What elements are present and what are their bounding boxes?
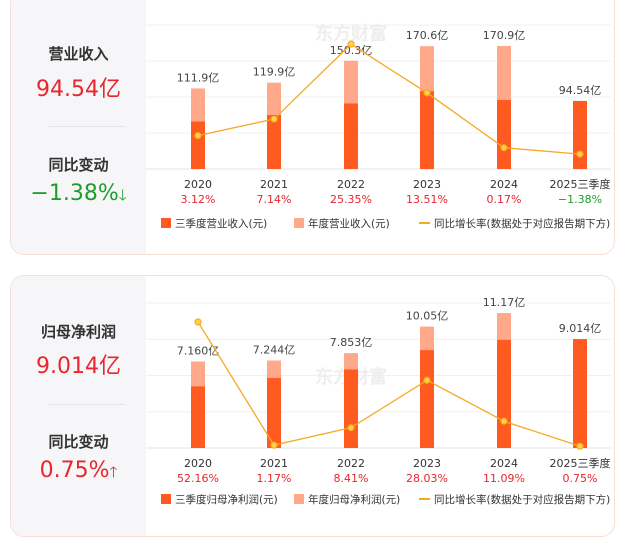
profit-change-value: 0.75% [39, 458, 110, 483]
year-label: 2021 [260, 178, 288, 191]
legend-line-label: 同比增长率(数据处于对应报告期下方) [434, 493, 610, 506]
profit-card: 归母净利润 9.014亿 同比变动 0.75%🡑 东方财富7.160亿20205… [10, 275, 615, 537]
bar-value-label: 7.160亿 [177, 344, 220, 357]
profit-summary: 归母净利润 9.014亿 同比变动 0.75%🡑 [11, 276, 146, 536]
revenue-title: 营业收入 [48, 45, 109, 63]
q3-bar [420, 91, 434, 169]
q3-bar [573, 100, 587, 169]
revenue-card: 营业收入 94.54亿 同比变动 −1.38%🡓 东方财富 111.9亿 2020 3… [10, 0, 615, 255]
bar-value-label: 111.9亿 [177, 71, 220, 84]
watermark: 东方财富 [315, 22, 387, 44]
growth-label: 0.17% [487, 193, 522, 206]
growth-label: 3.12% [181, 193, 216, 206]
growth-point [270, 115, 278, 123]
growth-point [423, 89, 431, 97]
growth-point [500, 417, 508, 425]
growth-line [197, 321, 581, 447]
growth-label: 0.75% [563, 472, 598, 485]
profit-change-label: 同比变动 [48, 433, 109, 451]
growth-point [347, 40, 355, 48]
growth-point [270, 441, 278, 449]
q3-bar [497, 339, 511, 448]
year-label: 2022 [337, 178, 365, 191]
q3-bar [497, 99, 511, 169]
q3-bar [267, 115, 281, 169]
year-label: 2024 [490, 457, 518, 470]
legend-annual-swatch [294, 494, 304, 504]
growth-label: −1.38% [558, 193, 602, 206]
legend-q3-swatch [161, 218, 171, 228]
legend-q3-label: 三季度营业收入(元) [175, 217, 267, 230]
revenue-value: 94.54亿 [36, 77, 121, 102]
bar-value-label: 119.9亿 [253, 66, 296, 79]
growth-label: 52.16% [177, 472, 219, 485]
legend-annual-swatch [294, 218, 304, 228]
year-label: 2020 [184, 457, 212, 470]
growth-point [576, 150, 584, 158]
legend-q3-label: 三季度归母净利润(元) [175, 493, 278, 506]
growth-label: 1.17% [257, 472, 292, 485]
arrow-up-icon: 🡑 [109, 463, 118, 481]
year-label: 2023 [413, 178, 441, 191]
profit-value: 9.014亿 [36, 354, 121, 379]
bar-value-label: 170.9亿 [483, 29, 526, 42]
profit-title: 归母净利润 [40, 323, 116, 341]
bar-value-label: 9.014亿 [559, 322, 602, 335]
q3-bar [420, 350, 434, 448]
year-label: 2025三季度 [550, 177, 611, 191]
growth-label: 8.41% [334, 472, 369, 485]
bar-value-label: 170.6亿 [406, 29, 449, 42]
bar-value-label: 10.05亿 [406, 310, 449, 323]
revenue-change: −1.38%🡓 [11, 181, 146, 210]
divider [49, 404, 125, 405]
revenue-change-label: 同比变动 [48, 156, 109, 174]
q3-bar [191, 121, 205, 169]
growth-point [347, 424, 355, 432]
bar-value-label: 7.853亿 [330, 336, 373, 349]
growth-label: 13.51% [406, 193, 448, 206]
growth-point [194, 131, 202, 140]
legend-annual-label: 年度归母净利润(元) [308, 493, 400, 506]
growth-point [500, 144, 508, 152]
year-label: 2025三季度 [550, 456, 611, 470]
year-label: 2021 [260, 457, 288, 470]
q3-bar [191, 386, 205, 448]
growth-label: 11.09% [483, 472, 525, 485]
divider [49, 126, 125, 127]
growth-line [197, 43, 581, 155]
growth-label: 25.35% [330, 193, 372, 206]
year-label: 2023 [413, 457, 441, 470]
legend-q3-swatch [161, 494, 171, 504]
bar-value-label: 150.3亿 [330, 44, 373, 57]
profit-change: 0.75%🡑 [11, 458, 146, 487]
year-label: 2024 [490, 178, 518, 191]
revenue-chart: 东方财富 111.9亿 2020 3.12% 119.9亿 2021 7.14% 150.3亿… [146, 22, 611, 230]
q3-bar [344, 369, 358, 448]
revenue-summary: 营业收入 94.54亿 同比变动 −1.38%🡓 [11, 0, 146, 254]
growth-point [423, 376, 431, 384]
year-label: 2020 [184, 178, 212, 191]
q3-bar [573, 339, 587, 448]
bar-value-label: 11.17亿 [483, 296, 526, 309]
revenue-change-value: −1.38% [30, 181, 119, 206]
legend-line-label: 同比增长率(数据处于对应报告期下方) [434, 217, 610, 230]
q3-bar [344, 103, 358, 169]
growth-point [576, 442, 584, 450]
legend-annual-label: 年度营业收入(元) [308, 217, 390, 230]
growth-label: 28.03% [406, 472, 448, 485]
arrow-down-icon: 🡓 [118, 186, 127, 204]
growth-point [194, 318, 202, 326]
growth-label: 7.14% [257, 193, 292, 206]
bar-value-label: 94.54亿 [559, 84, 602, 97]
q3-bar [267, 377, 281, 448]
bar-value-label: 7.244亿 [253, 343, 296, 356]
profit-chart: 东方财富7.160亿202052.16%7.244亿20211.17%7.853… [146, 296, 611, 506]
year-label: 2022 [337, 457, 365, 470]
